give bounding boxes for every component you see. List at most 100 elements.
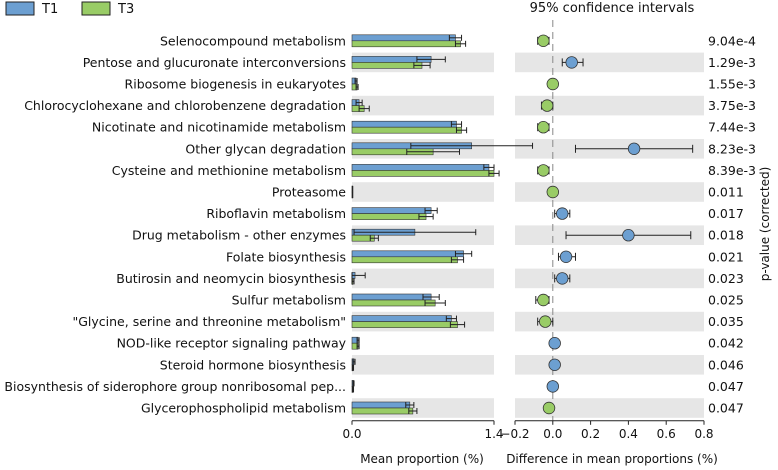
- pvalue-label: 0.023: [708, 271, 744, 286]
- pvalue-label: 8.39e-3: [708, 163, 756, 178]
- bar-t1: [351, 207, 432, 214]
- right-x-axis-label: Difference in mean proportions (%): [506, 452, 718, 466]
- difference-point: [537, 120, 550, 134]
- difference-point: [559, 250, 573, 263]
- left-x-axis-label: Mean proportion (%): [360, 452, 484, 466]
- category-label: Riboflavin metabolism: [206, 206, 346, 221]
- difference-point: [537, 34, 550, 48]
- difference-plot: −0.2 0.0 0.2 0.4 0.6 0.8: [500, 20, 714, 441]
- row-band-left: [352, 182, 494, 202]
- difference-point: [548, 337, 561, 350]
- right-x-tick-label: 0.8: [694, 427, 713, 441]
- bar-t3: [351, 40, 461, 48]
- category-label: Drug metabolism - other enzymes: [132, 228, 346, 243]
- category-label: Ribosome biogenesis in eukaryotes: [125, 77, 346, 92]
- category-label: Glycerophospholipid metabolism: [141, 401, 346, 416]
- bar-t1: [351, 120, 457, 128]
- pvalue-label: 7.44e-3: [708, 120, 756, 135]
- category-label: Folate biosynthesis: [226, 249, 346, 264]
- right-x-tick-label: 0.6: [657, 427, 676, 441]
- row-band-right: [515, 182, 704, 202]
- difference-point: [539, 315, 552, 328]
- category-label: Chlorocyclohexane and chlorobenzene degr…: [24, 98, 346, 113]
- category-label: Pentose and glucuronate interconversions: [83, 55, 346, 70]
- difference-point: [548, 358, 561, 372]
- pvalue-label: 1.29e-3: [708, 55, 756, 70]
- pvalue-label: 0.047: [708, 401, 744, 416]
- row-band-left: [352, 95, 494, 116]
- pvalue-label: 1.55e-3: [708, 77, 756, 92]
- pvalue-label: 0.035: [708, 314, 744, 329]
- bar-t1: [351, 293, 432, 301]
- pvalue-label: 0.017: [708, 206, 744, 221]
- legend-swatch-t1: [5, 1, 35, 16]
- pvalue-label: 0.011: [708, 185, 744, 200]
- right-x-tick-label: −0.2: [500, 427, 529, 441]
- category-label: Steroid hormone biosynthesis: [160, 357, 346, 372]
- row-band-right: [515, 311, 704, 332]
- pvalue-label: 9.04e-4: [708, 33, 756, 48]
- bar-t3: [351, 126, 462, 134]
- category-label: Nicotinate and nicotinamide metabolism: [92, 120, 346, 135]
- right-x-tick-label: 0.0: [543, 427, 562, 441]
- row-band-right: [515, 268, 704, 289]
- bar-t3: [351, 256, 458, 264]
- bar-t1: [351, 34, 456, 42]
- left-x-tick-label: 0.0: [342, 427, 361, 441]
- row-band-left: [352, 355, 494, 375]
- bar-t3: [351, 170, 495, 177]
- bar-t3: [351, 213, 427, 220]
- right-x-tick-label: 0.2: [581, 427, 600, 441]
- pvalue-label: 3.75e-3: [708, 98, 756, 113]
- legend-label-t1: T1: [41, 2, 58, 17]
- difference-point: [546, 380, 560, 393]
- bar-t3: [351, 321, 458, 328]
- bar-t1: [351, 401, 411, 409]
- mean-proportion-plot: 0.0 1.4: [342, 34, 534, 441]
- category-label: Selenocompound metabolism: [160, 33, 346, 48]
- row-band-right: [515, 95, 704, 116]
- chart-title: 95% confidence intervals: [530, 1, 695, 16]
- pvalue-labels: 9.04e-4 1.29e-3 1.55e-3 3.75e-3 7.44e-3 8.23e…: [708, 33, 756, 415]
- difference-point: [537, 164, 550, 177]
- bar-t1: [351, 164, 490, 171]
- bar-t1: [351, 315, 452, 322]
- bar-t3: [351, 299, 436, 307]
- category-label: NOD-like receptor signaling pathway: [117, 336, 347, 351]
- difference-point: [546, 77, 560, 91]
- left-x-tick-label: 1.4: [484, 427, 503, 441]
- category-label: Proteasome: [272, 185, 346, 200]
- category-label: Butirosin and neomycin biosynthesis: [116, 271, 346, 286]
- bar-t1: [351, 250, 464, 258]
- legend: T1 T3: [5, 1, 134, 17]
- difference-point: [622, 228, 635, 242]
- legend-label-t3: T3: [117, 2, 134, 17]
- bar-t3: [351, 62, 423, 69]
- bar-t3: [351, 407, 414, 415]
- category-label: Sulfur metabolism: [232, 293, 346, 308]
- row-band-left: [352, 268, 494, 289]
- right-x-tick-label: 0.4: [619, 427, 638, 441]
- difference-point: [556, 207, 569, 220]
- pvalue-label: 8.23e-3: [708, 141, 756, 156]
- row-band-right: [515, 355, 704, 375]
- difference-point: [546, 185, 560, 199]
- difference-point: [540, 99, 554, 112]
- category-label: Biosynthesis of siderophore group nonrib…: [4, 379, 346, 394]
- difference-point: [556, 272, 569, 285]
- category-label: Cysteine and methionine metabolism: [112, 163, 346, 178]
- difference-point: [565, 56, 578, 69]
- category-label: Other glycan degradation: [185, 141, 346, 156]
- pvalue-label: 0.047: [708, 379, 744, 394]
- row-band-right: [515, 398, 704, 418]
- pvalue-label: 0.025: [708, 293, 744, 308]
- pvalue-axis-label: p-value (corrected): [758, 167, 772, 282]
- category-labels: Selenocompound metabolism Pentose and glu…: [4, 33, 346, 415]
- category-label: "Glycine, serine and threonine metabolis…: [72, 314, 346, 329]
- pvalue-label: 0.021: [708, 249, 744, 264]
- difference-point: [627, 142, 641, 156]
- pvalue-label: 0.018: [708, 228, 744, 243]
- difference-point: [537, 293, 550, 307]
- legend-swatch-t3: [81, 1, 111, 16]
